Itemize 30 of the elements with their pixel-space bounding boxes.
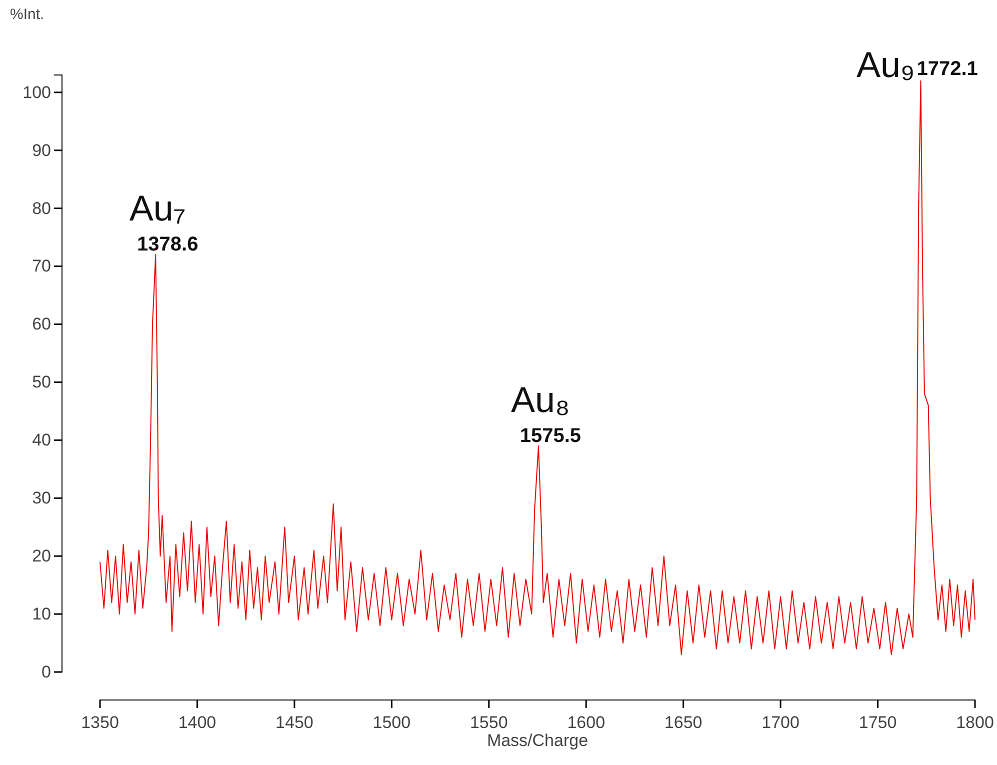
y-tick-label: 40: [32, 430, 51, 450]
x-tick-label: 1550: [470, 713, 508, 732]
y-tick-label: 10: [32, 604, 51, 624]
x-tick-label: 1400: [178, 713, 216, 732]
x-axis-title: Mass/Charge: [486, 731, 588, 750]
annotation: Au₈: [510, 378, 570, 420]
annotation: 1378.6: [137, 234, 198, 256]
y-tick-label: 60: [32, 314, 51, 334]
annotation: Au₇: [129, 188, 186, 229]
x-tick-label: 1600: [567, 713, 606, 732]
x-tick-label: 1450: [276, 713, 314, 732]
x-tick-label: 1350: [81, 713, 119, 732]
x-tick-label: 1500: [372, 713, 411, 732]
annotation: 1575.5: [520, 424, 582, 447]
y-tick-label: 30: [32, 488, 51, 508]
x-tick-label: 1700: [762, 713, 800, 732]
x-tick-label: 1650: [664, 713, 702, 732]
y-tick-label: 50: [32, 372, 51, 392]
x-tick-label: 1800: [956, 713, 994, 732]
y-tick-label: 0: [42, 662, 51, 682]
annotation: 1772.1: [916, 58, 978, 80]
y-tick-label: 100: [22, 82, 51, 102]
x-tick-label: 1750: [858, 713, 897, 732]
y-axis-title: %Int.: [10, 6, 44, 23]
line-series: [100, 80, 976, 656]
y-tick-label: 80: [32, 198, 51, 218]
y-tick-label: 90: [32, 140, 51, 160]
annotation: Au₉: [856, 44, 915, 85]
y-tick-label: 70: [32, 256, 51, 276]
y-tick-label: 20: [32, 546, 51, 566]
